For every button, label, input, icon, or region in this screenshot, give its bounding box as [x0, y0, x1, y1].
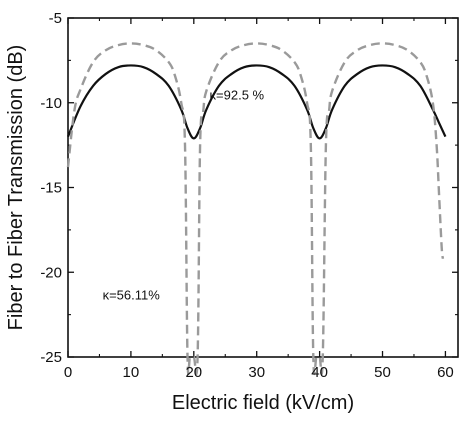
y-tick-label: -15 [40, 180, 62, 197]
x-tick-label: 30 [248, 364, 265, 381]
x-tick-label: 20 [185, 364, 202, 381]
x-tick-label: 40 [311, 364, 328, 381]
x-tick-label: 10 [123, 364, 140, 381]
series-layer [66, 42, 447, 376]
dashed-series-line [66, 42, 445, 376]
y-tick-label: -5 [49, 10, 62, 27]
x-tick-label: 50 [374, 364, 391, 381]
y-tick-label: -20 [40, 264, 62, 281]
kappa-annotation: κ=56.11% [103, 287, 161, 302]
y-tick-label: -25 [40, 349, 62, 366]
x-axis-label: Electric field (kV/cm) [172, 392, 354, 414]
annotation-layer: κ=92.5 % κ=56.11% [103, 87, 265, 302]
solid-series-line [66, 64, 447, 140]
x-tick-label: 60 [437, 364, 454, 381]
y-tick-label: -10 [40, 95, 62, 112]
tick-labels: 0 10 20 30 40 50 60 -5 -10 -15 -20 -25 [40, 10, 453, 381]
axis-ticks [67, 17, 458, 358]
kappa-annotation: κ=92.5 % [210, 87, 265, 102]
y-axis-label: Fiber to Fiber Transmission (dB) [5, 45, 27, 331]
x-tick-label: 0 [64, 364, 72, 381]
